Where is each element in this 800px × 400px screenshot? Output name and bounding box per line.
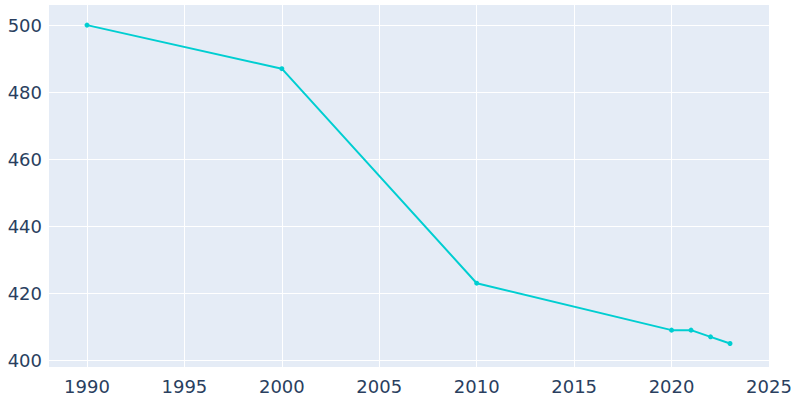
svg-text:440: 440 bbox=[8, 216, 42, 237]
svg-text:2000: 2000 bbox=[259, 376, 305, 397]
svg-text:2015: 2015 bbox=[551, 376, 597, 397]
svg-text:400: 400 bbox=[8, 350, 42, 371]
svg-text:2020: 2020 bbox=[649, 376, 695, 397]
svg-text:1990: 1990 bbox=[64, 376, 110, 397]
svg-text:420: 420 bbox=[8, 283, 42, 304]
svg-text:480: 480 bbox=[8, 82, 42, 103]
svg-text:2005: 2005 bbox=[356, 376, 402, 397]
svg-text:2025: 2025 bbox=[746, 376, 792, 397]
svg-text:2010: 2010 bbox=[454, 376, 500, 397]
svg-text:500: 500 bbox=[8, 15, 42, 36]
svg-text:460: 460 bbox=[8, 149, 42, 170]
svg-text:1995: 1995 bbox=[161, 376, 207, 397]
